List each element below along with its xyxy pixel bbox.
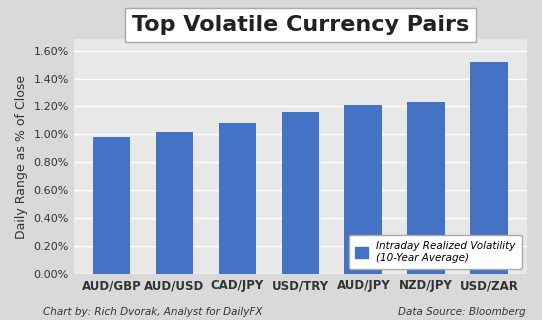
Bar <box>345 105 382 274</box>
Bar <box>218 123 256 274</box>
Bar <box>408 102 445 274</box>
Text: Chart by: Rich Dvorak, Analyst for DailyFX: Chart by: Rich Dvorak, Analyst for Daily… <box>43 307 263 317</box>
Bar <box>281 112 319 274</box>
Bar <box>156 132 193 274</box>
Bar <box>93 137 131 274</box>
Bar <box>470 62 508 274</box>
Y-axis label: Daily Range as % of Close: Daily Range as % of Close <box>15 75 28 239</box>
Legend: Intraday Realized Volatility
(10-Year Average): Intraday Realized Volatility (10-Year Av… <box>349 235 522 269</box>
Title: Top Volatile Currency Pairs: Top Volatile Currency Pairs <box>132 15 469 35</box>
Text: Data Source: Bloomberg: Data Source: Bloomberg <box>398 307 526 317</box>
